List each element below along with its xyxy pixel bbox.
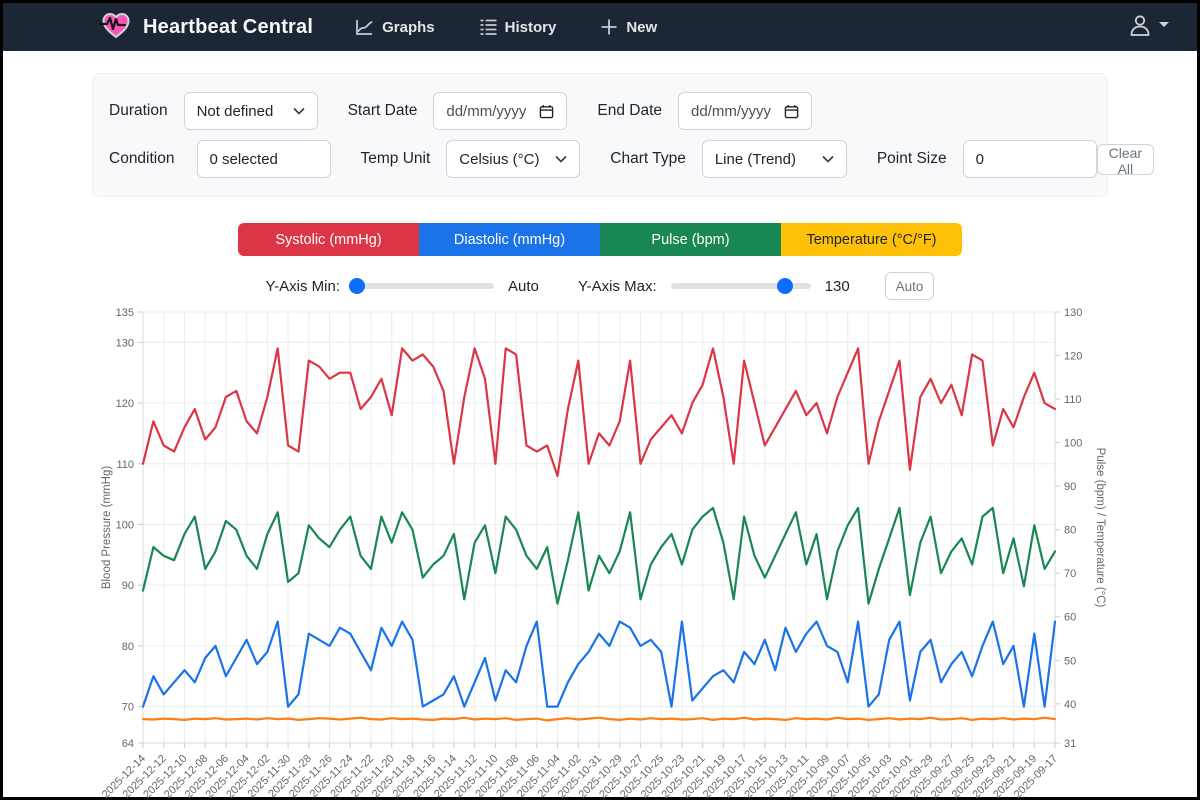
health-metrics-line-chart: 2025-12-142025-12-122025-12-102025-12-08… — [100, 307, 1106, 800]
nav-item-graphs[interactable]: Graphs — [355, 18, 435, 36]
start-date-placeholder: dd/mm/yyyy — [446, 102, 527, 120]
left-axis-title: Blood Pressure (mmHg) — [101, 466, 113, 590]
right-y-tick-label: 130 — [1064, 307, 1082, 319]
duration-selected-value: Not defined — [196, 102, 274, 120]
series-line-pulse-bpm — [141, 506, 1057, 605]
duration-label: Duration — [109, 102, 168, 119]
nav-items: Graphs History New — [355, 18, 657, 36]
plus-icon — [600, 18, 618, 36]
point-size-input[interactable]: 0 — [962, 140, 1097, 178]
filter-row-2: Condition 0 selected Temp Unit Celsius (… — [109, 140, 1155, 178]
right-y-tick-label: 100 — [1064, 438, 1082, 450]
series-line-temperature-c — [141, 716, 1057, 722]
y-axis-controls: Y-Axis Min: Auto Y-Axis Max: 130 Auto — [3, 272, 1197, 300]
y-axis-max-label: Y-Axis Max: — [578, 277, 657, 295]
user-icon — [1127, 12, 1153, 43]
right-y-tick-label: 120 — [1064, 351, 1082, 363]
end-date-input[interactable]: dd/mm/yyyy — [678, 92, 813, 130]
left-y-tick-label: 135 — [116, 307, 134, 319]
right-axis-title: Pulse (bpm) / Temperature (°C) — [1094, 448, 1106, 608]
point-size-label: Point Size — [876, 150, 947, 167]
chart-type-selected-value: Line (Trend) — [714, 150, 796, 168]
brand[interactable]: Heartbeat Central — [98, 10, 314, 45]
nav-item-history[interactable]: History — [479, 18, 557, 36]
y-axis-max-slider[interactable] — [670, 278, 811, 294]
chart-area: 2025-12-14 2025-12-12 2025-12-10 2025-12-08… — [3, 304, 1197, 800]
chevron-down-icon — [822, 155, 834, 163]
end-date-label: End Date — [597, 102, 663, 119]
nav-item-label: Graphs — [382, 18, 435, 36]
right-y-tick-label: 40 — [1064, 699, 1076, 711]
start-date-label: Start Date — [347, 102, 418, 119]
nav-item-new[interactable]: New — [600, 18, 657, 36]
y-axis-min-slider[interactable] — [348, 278, 495, 294]
condition-selected-value: 0 selected — [209, 150, 278, 168]
right-y-tick-label: 60 — [1064, 612, 1076, 624]
slider-thumb[interactable] — [348, 278, 365, 294]
filter-row-1: Duration Not defined Start Date dd/mm/yy… — [109, 92, 1091, 130]
right-y-tick-label: 31 — [1064, 738, 1076, 750]
nav-item-label: History — [504, 18, 557, 36]
slider-thumb[interactable] — [777, 278, 794, 294]
right-y-tick-label: 50 — [1064, 655, 1076, 667]
line-chart-icon — [355, 18, 374, 36]
duration-select[interactable]: Not defined — [183, 92, 318, 130]
point-size-value: 0 — [975, 150, 984, 168]
left-y-tick-label: 100 — [116, 519, 134, 531]
chart-type-label: Chart Type — [610, 150, 686, 167]
chevron-down-icon — [293, 107, 305, 115]
series-legend: Systolic (mmHg) Diastolic (mmHg) Pulse (… — [3, 223, 1197, 256]
left-y-tick-label: 64 — [122, 738, 134, 750]
condition-label: Condition — [109, 150, 175, 167]
user-menu[interactable] — [1127, 12, 1169, 43]
temp-unit-label: Temp Unit — [360, 150, 431, 167]
left-y-tick-label: 80 — [122, 641, 134, 653]
y-axis-auto-button[interactable]: Auto — [884, 272, 935, 300]
heart-logo-icon — [98, 10, 133, 45]
temp-unit-selected-value: Celsius (°C) — [459, 150, 540, 168]
end-date-placeholder: dd/mm/yyyy — [691, 102, 772, 120]
chevron-down-icon — [1159, 21, 1169, 27]
calendar-icon[interactable] — [784, 104, 799, 119]
chart-type-select[interactable]: Line (Trend) — [701, 140, 847, 178]
start-date-input[interactable]: dd/mm/yyyy — [433, 92, 568, 130]
chevron-down-icon — [555, 155, 567, 163]
series-line-systolic-mmhg — [141, 347, 1057, 477]
left-y-tick-label: 70 — [122, 702, 134, 714]
condition-multiselect[interactable]: 0 selected — [196, 140, 331, 178]
navbar: Heartbeat Central Graphs History — [3, 3, 1197, 51]
legend-button-temperature[interactable]: Temperature (°C/°F) — [781, 223, 962, 256]
left-y-tick-label: 110 — [116, 459, 134, 471]
legend-button-diastolic[interactable]: Diastolic (mmHg) — [419, 223, 600, 256]
calendar-icon[interactable] — [539, 104, 554, 119]
right-y-tick-label: 90 — [1064, 481, 1076, 493]
right-y-tick-label: 70 — [1064, 568, 1076, 580]
left-y-tick-label: 120 — [116, 398, 134, 410]
filter-panel: Duration Not defined Start Date dd/mm/yy… — [92, 73, 1155, 197]
y-axis-min-value: Auto — [508, 277, 539, 295]
slider-track[interactable] — [670, 283, 811, 289]
legend-button-pulse[interactable]: Pulse (bpm) — [600, 223, 781, 256]
y-axis-max-value: 130 — [824, 277, 850, 295]
app-title: Heartbeat Central — [143, 15, 314, 38]
right-y-tick-label: 80 — [1064, 525, 1076, 537]
nav-item-label: New — [626, 18, 658, 36]
left-y-tick-label: 90 — [122, 580, 134, 592]
series-line-diastolic-mmhg — [141, 620, 1057, 708]
slider-track[interactable] — [354, 283, 495, 289]
right-y-tick-label: 110 — [1064, 394, 1082, 406]
y-axis-min-label: Y-Axis Min: — [265, 277, 341, 295]
clear-all-button[interactable]: Clear All — [1096, 143, 1155, 177]
legend-button-systolic[interactable]: Systolic (mmHg) — [238, 223, 419, 256]
temp-unit-select[interactable]: Celsius (°C) — [446, 140, 581, 178]
left-y-tick-label: 130 — [116, 337, 134, 349]
list-icon — [479, 18, 497, 36]
